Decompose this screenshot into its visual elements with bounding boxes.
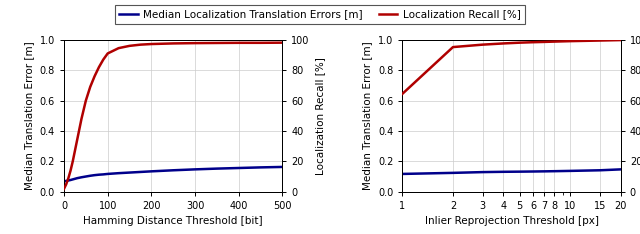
Y-axis label: Median Translation Error [m]: Median Translation Error [m] — [362, 41, 372, 190]
Y-axis label: Localization Recall [%]: Localization Recall [%] — [316, 57, 325, 175]
Y-axis label: Median Translation Error [m]: Median Translation Error [m] — [24, 41, 34, 190]
Legend: Median Localization Translation Errors [m], Localization Recall [%]: Median Localization Translation Errors [… — [115, 5, 525, 24]
X-axis label: Inlier Reprojection Threshold [px]: Inlier Reprojection Threshold [px] — [424, 216, 598, 227]
X-axis label: Hamming Distance Threshold [bit]: Hamming Distance Threshold [bit] — [83, 216, 263, 227]
